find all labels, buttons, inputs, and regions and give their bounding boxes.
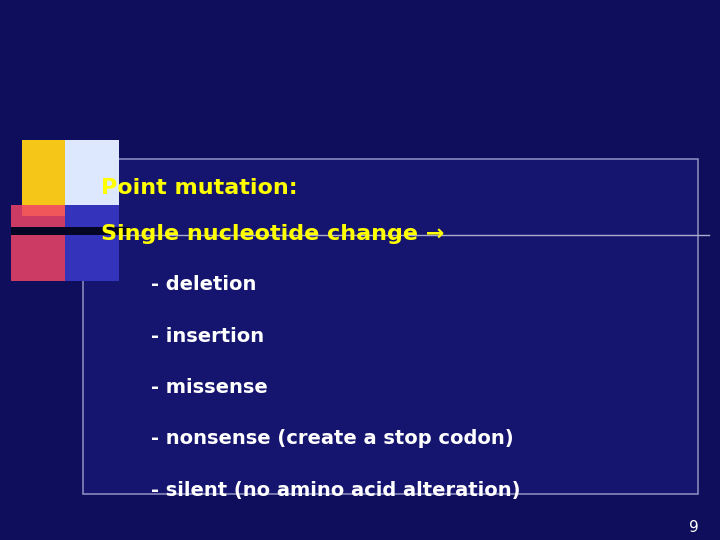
Text: - missense: - missense	[151, 378, 268, 397]
Bar	[22, 140, 76, 216]
Bar	[83, 159, 698, 494]
Bar	[11, 227, 130, 235]
Text: Single nucleotide change →: Single nucleotide change →	[101, 224, 444, 244]
Bar	[65, 140, 119, 216]
Text: Point mutation:: Point mutation:	[101, 178, 297, 198]
Text: - deletion: - deletion	[151, 275, 256, 294]
Bar	[11, 205, 68, 281]
Text: - insertion: - insertion	[151, 327, 264, 346]
Text: - silent (no amino acid alteration): - silent (no amino acid alteration)	[151, 481, 521, 500]
Text: - nonsense (create a stop codon): - nonsense (create a stop codon)	[151, 429, 514, 448]
Bar	[65, 205, 119, 281]
Text: 9: 9	[688, 519, 698, 535]
